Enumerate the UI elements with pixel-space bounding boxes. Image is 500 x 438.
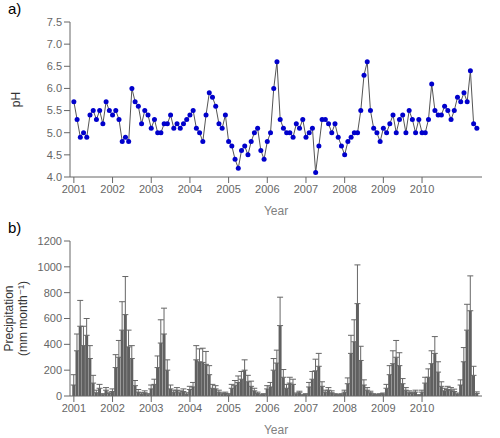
svg-text:2003: 2003 [139,402,163,414]
svg-text:Year: Year [264,204,288,218]
svg-text:2008: 2008 [332,402,356,414]
svg-text:7.5: 7.5 [47,16,62,28]
svg-text:2008: 2008 [332,183,356,195]
svg-text:800: 800 [44,287,62,299]
svg-text:2002: 2002 [100,402,124,414]
svg-text:5.0: 5.0 [47,127,62,139]
svg-text:2002: 2002 [100,183,124,195]
svg-text:1200: 1200 [38,235,62,247]
svg-text:2010: 2010 [410,402,434,414]
svg-text:2006: 2006 [255,402,279,414]
svg-text:6.5: 6.5 [47,60,62,72]
svg-text:2009: 2009 [371,183,395,195]
svg-text:2005: 2005 [216,183,240,195]
svg-text:2006: 2006 [255,183,279,195]
svg-text:2004: 2004 [178,183,202,195]
svg-text:2004: 2004 [178,402,202,414]
html-text:b): b) [8,219,22,236]
svg-text:2001: 2001 [62,183,86,195]
svg-text:4.0: 4.0 [47,171,62,183]
svg-text:2009: 2009 [371,402,395,414]
svg-text:2010: 2010 [410,183,434,195]
svg-text:2001: 2001 [62,402,86,414]
svg-text:4.5: 4.5 [47,149,62,161]
html-text:a): a) [8,0,22,17]
svg-text:7.0: 7.0 [47,38,62,50]
svg-text:600: 600 [44,312,62,324]
svg-text:200: 200 [44,364,62,376]
svg-text:Precipitation(mm month⁻¹): Precipitation(mm month⁻¹) [8,281,30,356]
svg-text:2003: 2003 [139,183,163,195]
svg-text:2005: 2005 [216,402,240,414]
svg-text:5.5: 5.5 [47,104,62,116]
svg-text:0: 0 [56,390,62,402]
svg-text:Year: Year [264,423,288,437]
svg-text:2007: 2007 [294,402,318,414]
svg-text:pH: pH [9,92,23,107]
svg-text:2007: 2007 [294,183,318,195]
svg-text:6.0: 6.0 [47,82,62,94]
svg-text:1000: 1000 [38,261,62,273]
svg-text:400: 400 [44,338,62,350]
